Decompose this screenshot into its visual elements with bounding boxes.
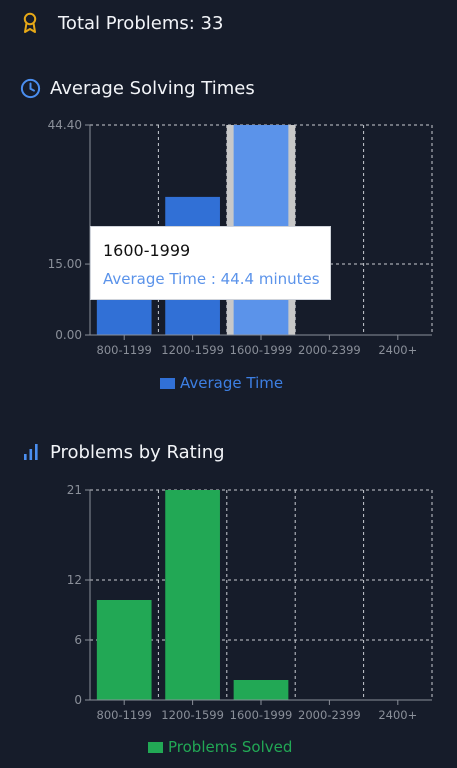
bar-800-1199[interactable]: [96, 600, 152, 700]
tooltip-value: Average Time : 44.4 minutes: [103, 270, 320, 288]
legend-swatch: [160, 377, 175, 389]
y-tick-label: 44.40: [48, 118, 82, 132]
total-problems-row: Total Problems: 33: [20, 10, 223, 36]
legend-label: Average Time: [180, 374, 284, 392]
rating-section-header: Problems by Rating: [22, 439, 225, 465]
total-problems-label: Total Problems: 33: [58, 12, 224, 34]
x-tick-label: 2400+: [378, 708, 417, 722]
y-tick-label: 6: [74, 633, 82, 647]
legend-label: Problems Solved: [168, 738, 293, 756]
times-section-header: Average Solving Times: [19, 75, 255, 101]
y-tick-label: 21: [67, 483, 82, 497]
average-time-legend[interactable]: Average Time: [160, 374, 283, 392]
x-tick-label: 800-1199: [97, 343, 152, 357]
x-tick-label: 1600-1999: [230, 708, 293, 722]
chart-tooltip: 1600-1999 Average Time : 44.4 minutes: [90, 226, 331, 300]
problems-solved-legend[interactable]: Problems Solved: [148, 738, 292, 756]
x-tick-label: 1200-1599: [161, 343, 224, 357]
rating-section-title: Problems by Rating: [50, 441, 225, 463]
y-tick-label: 0: [74, 693, 82, 707]
x-tick-label: 2000-2399: [298, 343, 361, 357]
y-tick-label: 12: [67, 573, 82, 587]
x-tick-label: 800-1199: [97, 708, 152, 722]
x-tick-label: 1600-1999: [230, 343, 293, 357]
times-section-title: Average Solving Times: [50, 77, 255, 99]
award-icon: [20, 11, 40, 35]
legend-swatch: [148, 741, 163, 753]
clock-icon: [19, 77, 41, 99]
bar-800-1199[interactable]: [96, 297, 152, 335]
tooltip-title: 1600-1999: [103, 241, 191, 260]
y-tick-label: 15.00: [48, 257, 82, 271]
bar-1600-1999[interactable]: [233, 680, 289, 700]
x-tick-label: 1200-1599: [161, 708, 224, 722]
bar-chart-icon: [22, 442, 40, 462]
x-tick-label: 2000-2399: [298, 708, 361, 722]
problems-by-rating-chart: 0 6 12 21 800-1199 1200-1599 1600-1999 2000-239…: [67, 483, 433, 722]
y-tick-label: 0.00: [55, 328, 82, 342]
x-tick-label: 2400+: [378, 343, 417, 357]
bar-1200-1599[interactable]: [165, 490, 220, 700]
